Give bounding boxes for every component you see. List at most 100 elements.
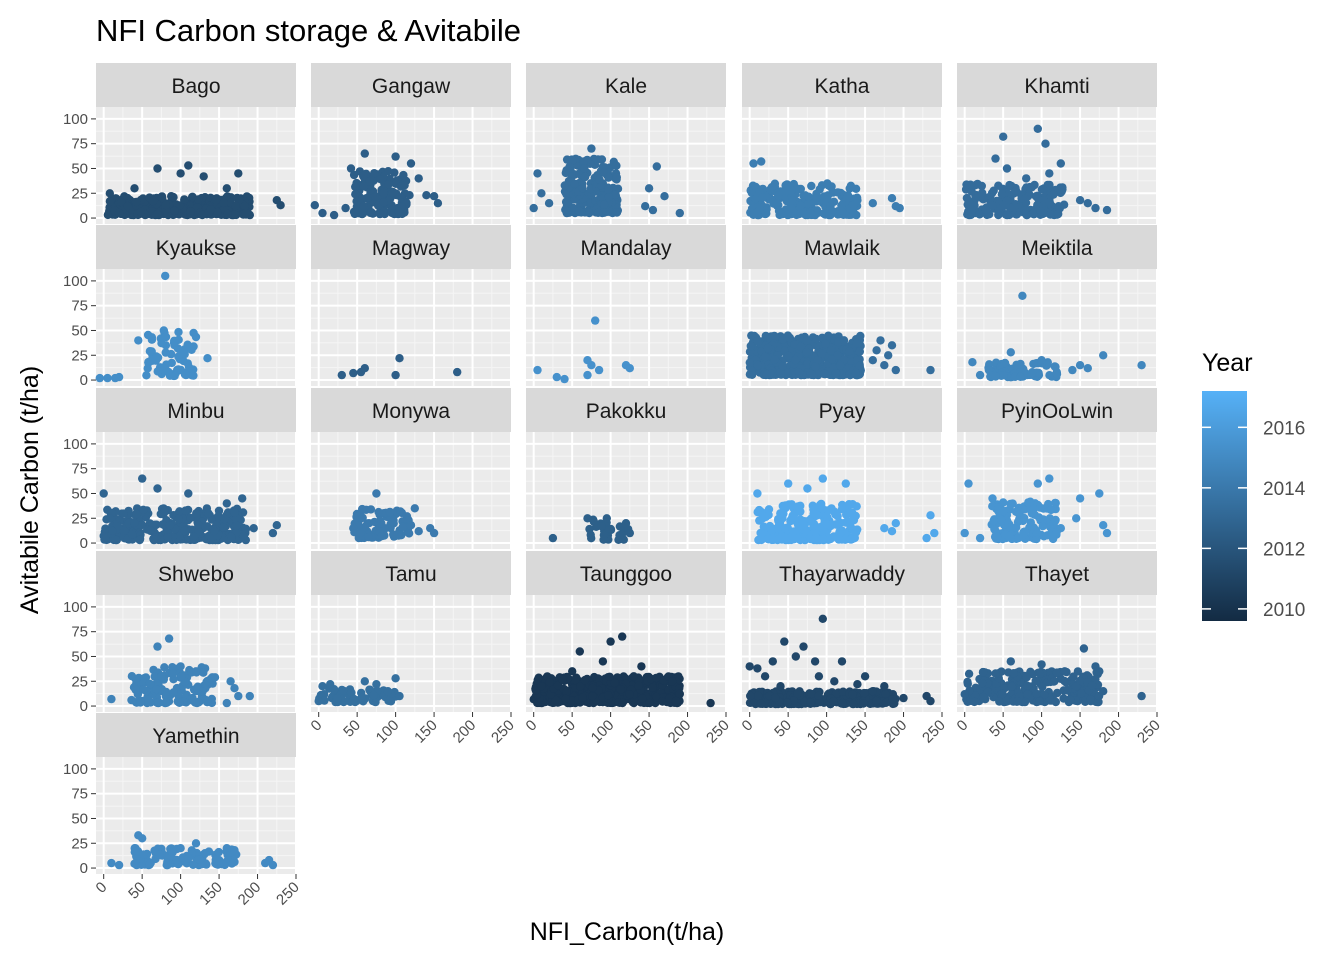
data-point (766, 185, 775, 195)
data-point (219, 523, 228, 532)
data-point (230, 508, 239, 517)
data-point (611, 190, 620, 199)
data-point (962, 180, 971, 189)
data-point (161, 687, 171, 697)
data-point (967, 187, 976, 196)
x-tick-label: 250 (703, 717, 733, 747)
data-point (706, 698, 715, 708)
data-point (807, 181, 816, 191)
data-point (814, 672, 824, 681)
data-point (746, 691, 755, 701)
data-point (1095, 489, 1104, 498)
data-point (374, 507, 383, 517)
data-point (147, 335, 157, 344)
data-point (131, 685, 140, 695)
data-point (235, 195, 244, 204)
data-point (765, 521, 775, 531)
data-point (964, 479, 973, 488)
data-point (851, 184, 861, 193)
data-point (828, 207, 837, 216)
x-tick-label: 50 (125, 879, 149, 903)
data-point (645, 698, 654, 708)
data-points (107, 831, 278, 870)
data-point (787, 204, 796, 213)
data-point (783, 210, 793, 220)
data-point (994, 210, 1003, 220)
facet-strip-label: Katha (815, 75, 870, 98)
data-point (804, 199, 813, 208)
data-point (762, 209, 771, 218)
data-point (756, 699, 766, 708)
data-point (821, 339, 830, 349)
data-point (346, 164, 356, 173)
data-point (587, 144, 596, 153)
data-point (158, 520, 167, 529)
data-point (774, 191, 783, 200)
data-point (326, 680, 335, 689)
data-point (998, 689, 1007, 699)
y-tick-label: 25 (71, 510, 88, 527)
data-point (191, 839, 201, 848)
data-point (599, 535, 608, 544)
data-point (981, 205, 991, 215)
data-point (580, 172, 590, 182)
data-point (114, 860, 124, 870)
data-point (1002, 164, 1012, 173)
data-point (180, 195, 189, 204)
data-point (753, 664, 762, 673)
data-point (1022, 673, 1031, 682)
data-point (184, 853, 193, 863)
data-point (1079, 644, 1089, 653)
data-point (823, 179, 832, 188)
data-point (1083, 364, 1093, 373)
data-point (168, 848, 177, 857)
data-point (1030, 180, 1039, 190)
facet-strip (742, 225, 942, 269)
facet-panel: Shwebo 0 25 50 75 100 (63, 551, 297, 715)
data-point (188, 860, 198, 869)
data-point (1034, 368, 1043, 378)
data-point (359, 181, 369, 191)
data-point (1091, 662, 1100, 671)
data-point (813, 356, 822, 365)
data-point (1034, 513, 1044, 522)
x-tick-label: 0 (523, 717, 541, 735)
data-point (859, 699, 868, 708)
legend-colorbar (1202, 391, 1247, 621)
x-tick-label: 250 (919, 717, 949, 747)
data-point (130, 859, 139, 868)
data-point (826, 346, 836, 355)
data-point (1060, 676, 1069, 686)
data-point (119, 509, 128, 518)
data-point (760, 352, 770, 362)
data-point (138, 834, 147, 843)
data-point (629, 672, 638, 681)
data-point (214, 855, 224, 865)
data-point (206, 205, 215, 214)
facet-strip-label: Meiktila (1021, 237, 1093, 260)
data-point (433, 199, 443, 208)
data-point (139, 850, 148, 859)
data-point (560, 181, 569, 190)
data-point (599, 200, 609, 209)
data-point (119, 526, 129, 535)
data-point (561, 694, 570, 704)
data-point (625, 364, 634, 373)
data-point (117, 197, 126, 207)
data-point (1011, 186, 1021, 196)
data-point (829, 697, 838, 706)
data-point (164, 634, 174, 643)
data-point (1029, 504, 1039, 513)
data-points (548, 514, 634, 544)
data-point (970, 697, 979, 707)
data-point (142, 371, 151, 380)
data-point (189, 365, 198, 374)
data-point (180, 370, 190, 379)
data-point (249, 524, 258, 533)
data-point (762, 370, 772, 379)
facet-strip-label: Khamti (1024, 75, 1089, 98)
y-tick-label: 0 (80, 698, 88, 715)
data-point (845, 184, 854, 193)
data-point (1028, 209, 1038, 218)
data-point (395, 354, 404, 363)
